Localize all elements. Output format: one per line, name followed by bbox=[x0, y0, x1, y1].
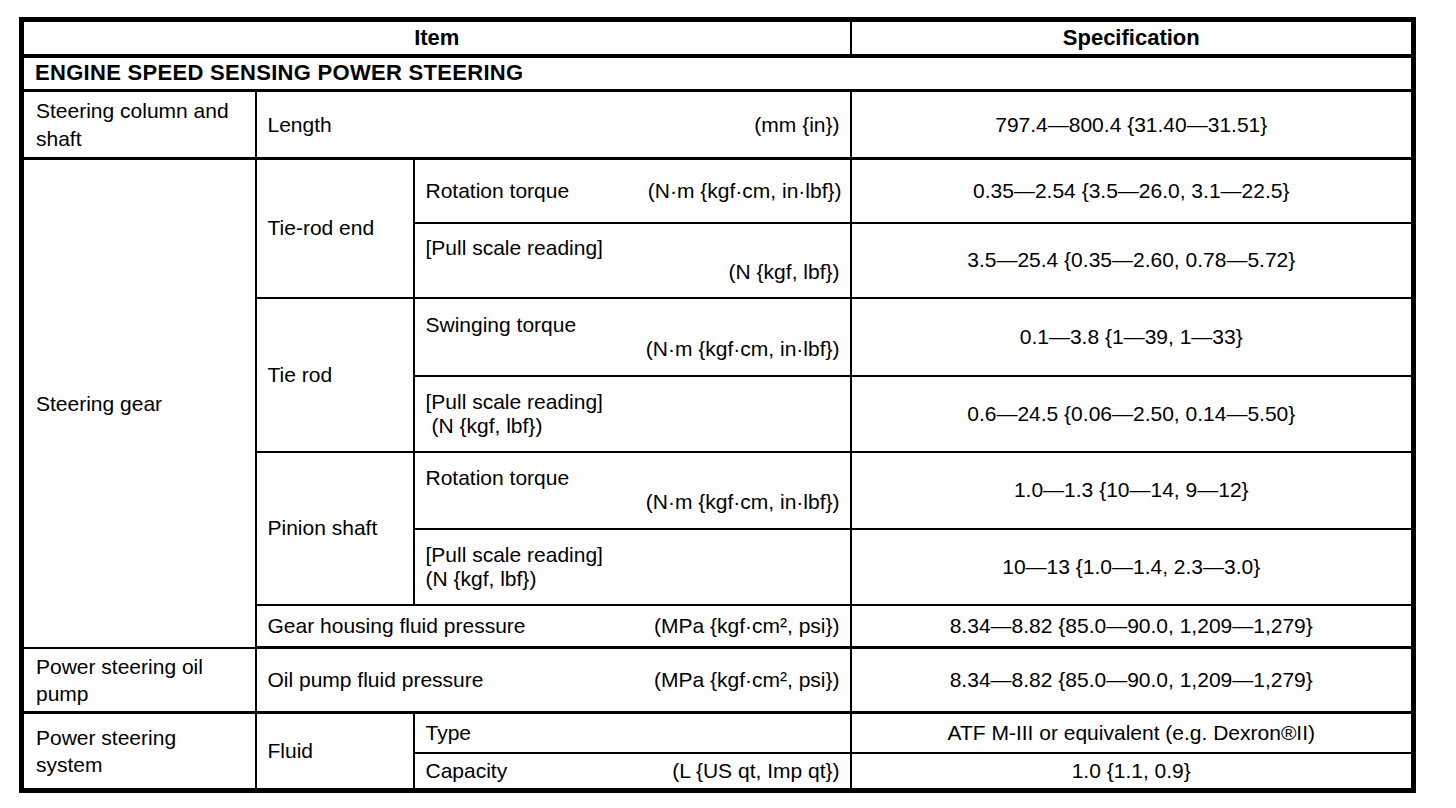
item-pinion-rotation-unit: (N·m {kgf·cm, in·lbf}) bbox=[646, 490, 840, 514]
item-oil-pump-pressure-unit: (MPa {kgf·cm², psi}) bbox=[654, 668, 840, 692]
item-tie-rod-end-rotation-label: Rotation torque bbox=[426, 178, 570, 203]
item-length-unit: (mm {in}) bbox=[754, 113, 839, 137]
spec-tie-rod-pull: 0.6—24.5 {0.06—2.50, 0.14—5.50} bbox=[851, 376, 1414, 452]
item-pinion-pull: [Pull scale reading] (N {kgf, lbf}) bbox=[414, 529, 851, 605]
spec-fluid-capacity: 1.0 {1.1, 0.9} bbox=[851, 753, 1414, 791]
item-oil-pump-pressure: Oil pump fluid pressure (MPa {kgf·cm², p… bbox=[256, 648, 851, 713]
item-oil-pump-pressure-label: Oil pump fluid pressure bbox=[268, 668, 484, 692]
spec-fluid-type: ATF M-III or equivalent (e.g. Dexron®II) bbox=[851, 713, 1414, 753]
row-tie-rod-end-rotation: Steering gear Tie-rod end Rotation torqu… bbox=[22, 159, 1414, 223]
column-header-specification: Specification bbox=[851, 20, 1414, 56]
section-title: ENGINE SPEED SENSING POWER STEERING bbox=[22, 56, 1414, 91]
item-tie-rod-pull: [Pull scale reading] (N {kgf, lbf}) bbox=[414, 376, 851, 452]
item-tie-rod-pull-label: [Pull scale reading] bbox=[426, 390, 840, 414]
group-steering-column-and-shaft: Steering column and shaft bbox=[22, 91, 256, 159]
column-header-item: Item bbox=[22, 20, 851, 56]
group-power-steering-system: Power steering system bbox=[22, 713, 256, 791]
row-steering-column-length: Steering column and shaft Length (mm {in… bbox=[22, 91, 1414, 159]
scanned-manual-page: Item Specification ENGINE SPEED SENSING … bbox=[0, 0, 1456, 808]
item-pinion-rotation-label: Rotation torque bbox=[426, 466, 840, 490]
item-length: Length (mm {in}) bbox=[256, 91, 851, 159]
item-tie-rod-swinging-label: Swinging torque bbox=[426, 313, 840, 337]
spec-tie-rod-end-pull: 3.5—25.4 {0.35—2.60, 0.78—5.72} bbox=[851, 223, 1414, 298]
item-fluid-capacity: Capacity (L {US qt, Imp qt}) bbox=[414, 753, 851, 791]
subgroup-tie-rod: Tie rod bbox=[256, 298, 414, 452]
item-fluid-capacity-label: Capacity bbox=[426, 759, 508, 783]
item-tie-rod-pull-unit: (N {kgf, lbf}) bbox=[426, 414, 543, 438]
item-fluid-type: Type bbox=[414, 713, 851, 753]
item-gear-housing-unit: (MPa {kgf·cm², psi}) bbox=[654, 614, 840, 638]
item-tie-rod-end-rotation-unit: (N·m {kgf·cm, in·lbf}) bbox=[648, 179, 842, 203]
row-oil-pump: Power steering oil pump Oil pump fluid p… bbox=[22, 648, 1414, 713]
section-title-row: ENGINE SPEED SENSING POWER STEERING bbox=[22, 56, 1414, 91]
spec-oil-pump-pressure: 8.34—8.82 {85.0—90.0, 1,209—1,279} bbox=[851, 648, 1414, 713]
subgroup-fluid: Fluid bbox=[256, 713, 414, 791]
item-fluid-capacity-unit: (L {US qt, Imp qt}) bbox=[672, 759, 839, 783]
item-tie-rod-end-pull: [Pull scale reading] (N {kgf, lbf}) bbox=[414, 223, 851, 298]
spec-tie-rod-swinging: 0.1—3.8 {1—39, 1—33} bbox=[851, 298, 1414, 376]
item-gear-housing-label: Gear housing fluid pressure bbox=[268, 614, 526, 638]
item-tie-rod-swinging-unit: (N·m {kgf·cm, in·lbf}) bbox=[646, 337, 840, 361]
item-length-label: Length bbox=[268, 113, 332, 137]
spec-pinion-pull: 10—13 {1.0—1.4, 2.3—3.0} bbox=[851, 529, 1414, 605]
item-pinion-pull-unit: (N {kgf, lbf}) bbox=[426, 567, 537, 591]
spec-tie-rod-end-rotation: 0.35—2.54 {3.5—26.0, 3.1—22.5} bbox=[851, 159, 1414, 223]
item-gear-housing: Gear housing fluid pressure (MPa {kgf·cm… bbox=[256, 605, 851, 648]
item-fluid-type-label: Type bbox=[426, 721, 472, 745]
item-pinion-pull-label: [Pull scale reading] bbox=[426, 543, 840, 567]
item-tie-rod-swinging: Swinging torque (N·m {kgf·cm, in·lbf}) bbox=[414, 298, 851, 376]
spec-length: 797.4—800.4 {31.40—31.51} bbox=[851, 91, 1414, 159]
group-steering-gear: Steering gear bbox=[22, 159, 256, 648]
group-power-steering-oil-pump: Power steering oil pump bbox=[22, 648, 256, 713]
spec-gear-housing: 8.34—8.82 {85.0—90.0, 1,209—1,279} bbox=[851, 605, 1414, 648]
spec-pinion-rotation: 1.0—1.3 {10—14, 9—12} bbox=[851, 452, 1414, 529]
item-tie-rod-end-pull-unit: (N {kgf, lbf}) bbox=[729, 260, 840, 284]
table-header-row: Item Specification bbox=[22, 20, 1414, 56]
specification-table: Item Specification ENGINE SPEED SENSING … bbox=[19, 17, 1416, 793]
row-fluid-type: Power steering system Fluid Type ATF M-I… bbox=[22, 713, 1414, 753]
item-tie-rod-end-rotation: Rotation torque (N·m {kgf·cm, in·lbf}) bbox=[414, 159, 851, 223]
item-tie-rod-end-pull-label: [Pull scale reading] bbox=[426, 236, 840, 260]
subgroup-pinion-shaft: Pinion shaft bbox=[256, 452, 414, 605]
subgroup-tie-rod-end: Tie-rod end bbox=[256, 159, 414, 298]
item-pinion-rotation: Rotation torque (N·m {kgf·cm, in·lbf}) bbox=[414, 452, 851, 529]
